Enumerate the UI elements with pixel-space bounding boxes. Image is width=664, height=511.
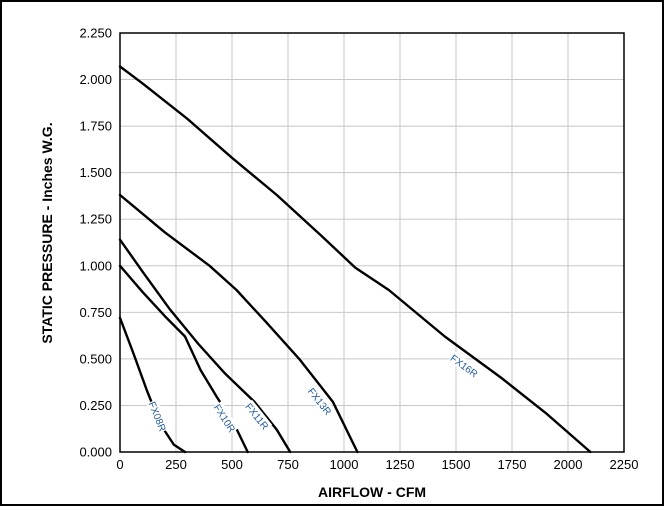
curve-fx13r	[118, 193, 359, 454]
x-axis-title: AIRFLOW - CFM	[318, 484, 426, 500]
y-tick-label: 0.750	[79, 305, 112, 320]
x-tick-label: 0	[116, 457, 123, 472]
x-tick-label: 1000	[330, 457, 359, 472]
y-axis-ticks: 0.000 0.250 0.500 0.750 1.000 1.250 1.500 1.750…	[79, 26, 112, 460]
plot-border	[119, 32, 625, 453]
y-tick-label: 2.000	[79, 72, 112, 87]
curve-label-bg	[211, 401, 239, 435]
y-tick-label: 0.250	[79, 398, 112, 413]
y-tick-label: 1.250	[79, 212, 112, 227]
curve-label-bg	[447, 351, 481, 380]
x-tick-label: 1250	[386, 457, 415, 472]
x-tick-label: 2000	[554, 457, 583, 472]
y-tick-label: 1.500	[79, 165, 112, 180]
x-tick-label: 1500	[442, 457, 471, 472]
curve-label-bg	[146, 399, 170, 434]
x-tick-label: 750	[277, 457, 299, 472]
y-tick-label: 0.000	[79, 445, 112, 460]
x-axis-ticks: 0 250 500 750 1000 1250 1500 1750 2000 2250	[116, 457, 638, 472]
curve-fx16r	[118, 65, 592, 454]
x-tick-label: 2250	[610, 457, 639, 472]
x-tick-label: 1750	[498, 457, 527, 472]
curve-label-bg	[242, 399, 273, 433]
y-tick-label: 0.500	[79, 351, 112, 366]
y-axis-title: STATIC PRESSURE - Inches W.G.	[39, 122, 55, 343]
y-tick-label: 1.000	[79, 258, 112, 273]
y-tick-label: 2.250	[79, 26, 112, 41]
x-tick-label: 500	[221, 457, 243, 472]
curve-fx11r	[118, 238, 292, 454]
x-tick-label: 250	[165, 457, 187, 472]
y-tick-label: 1.750	[79, 119, 112, 134]
curve-label-bg	[305, 384, 335, 418]
